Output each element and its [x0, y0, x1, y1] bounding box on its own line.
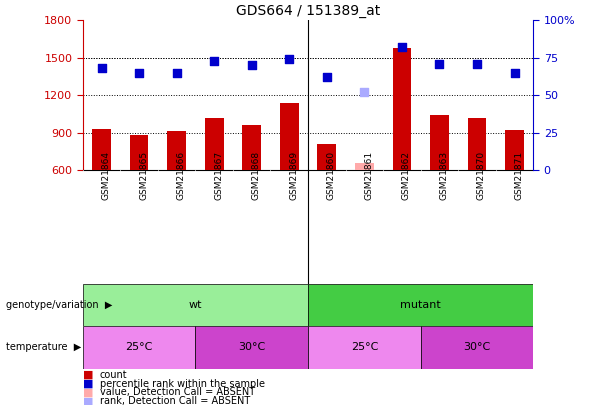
Text: ■: ■ [83, 396, 93, 405]
Text: 30°C: 30°C [238, 342, 265, 352]
Text: GSM21862: GSM21862 [402, 151, 411, 200]
Point [397, 44, 407, 51]
Point [134, 70, 144, 76]
Bar [205, 118, 224, 170]
Bar [355, 163, 374, 170]
Text: value, Detection Call = ABSENT: value, Detection Call = ABSENT [100, 388, 255, 397]
Point [509, 70, 519, 76]
Text: 25°C: 25°C [351, 342, 378, 352]
Text: GSM21869: GSM21869 [289, 151, 299, 200]
Bar [83, 284, 308, 326]
Text: GSM21871: GSM21871 [514, 151, 524, 200]
Bar [196, 326, 308, 369]
Text: 30°C: 30°C [463, 342, 490, 352]
Text: ■: ■ [83, 379, 93, 388]
Text: percentile rank within the sample: percentile rank within the sample [100, 379, 265, 388]
Point [97, 65, 107, 71]
Text: GSM21870: GSM21870 [477, 151, 486, 200]
Text: GSM21867: GSM21867 [214, 151, 223, 200]
Bar [392, 48, 411, 170]
Point [435, 60, 444, 67]
Text: GSM21864: GSM21864 [102, 151, 110, 200]
Text: rank, Detection Call = ABSENT: rank, Detection Call = ABSENT [100, 396, 250, 405]
Bar [130, 135, 148, 170]
Bar [308, 326, 421, 369]
Bar [505, 130, 524, 170]
Text: GSM21865: GSM21865 [139, 151, 148, 200]
Bar [167, 131, 186, 170]
Point [209, 58, 219, 64]
Text: GSM21863: GSM21863 [440, 151, 449, 200]
Bar [280, 103, 299, 170]
Bar [242, 125, 261, 170]
Point [247, 62, 257, 68]
Text: GSM21866: GSM21866 [177, 151, 186, 200]
Text: 25°C: 25°C [126, 342, 153, 352]
Text: GSM21861: GSM21861 [364, 151, 373, 200]
Title: GDS664 / 151389_at: GDS664 / 151389_at [236, 4, 380, 18]
Point [359, 89, 369, 96]
Text: genotype/variation  ▶: genotype/variation ▶ [6, 300, 113, 310]
Point [284, 56, 294, 62]
Point [172, 70, 181, 76]
Bar [318, 144, 336, 170]
Text: count: count [100, 370, 128, 379]
Text: wt: wt [189, 300, 202, 310]
Text: ■: ■ [83, 370, 93, 379]
Bar [468, 118, 486, 170]
Text: temperature  ▶: temperature ▶ [6, 342, 82, 352]
Text: GSM21860: GSM21860 [327, 151, 336, 200]
Text: mutant: mutant [400, 300, 441, 310]
Text: ■: ■ [83, 388, 93, 397]
Bar [421, 326, 533, 369]
Bar [430, 115, 449, 170]
Bar [83, 326, 196, 369]
Bar [92, 129, 111, 170]
Text: GSM21868: GSM21868 [252, 151, 261, 200]
Point [472, 60, 482, 67]
Point [322, 74, 332, 81]
Bar [308, 284, 533, 326]
